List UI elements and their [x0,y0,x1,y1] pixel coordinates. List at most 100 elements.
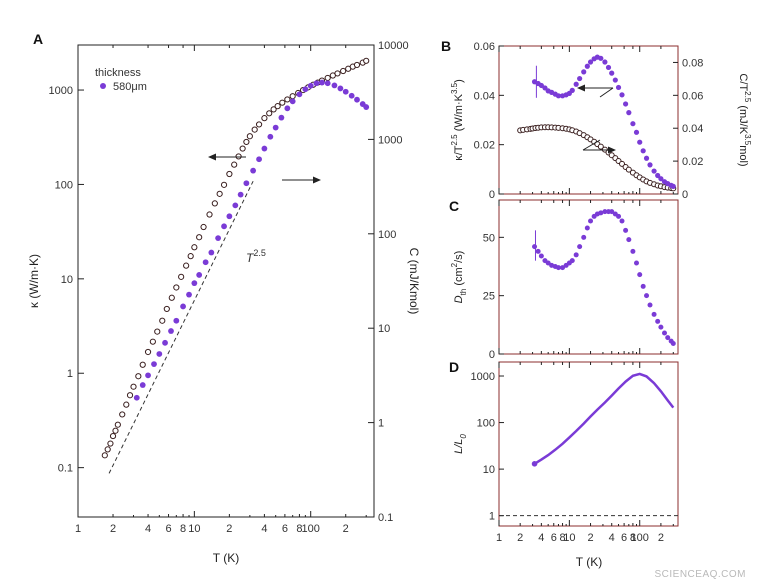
heat-capacity-point [251,126,258,133]
x-tick-label: 1 [496,532,502,544]
panel-a-x-ticks: 1 2 4 6 8 10 2 4 6 8 100 2 [75,45,367,535]
kappa-over-t-point [615,84,622,91]
panel-b-ylabel: κ/T2.5 (W/m·K3.5) [450,79,465,161]
diffusivity-point [555,265,561,271]
panel-a-label: A [33,31,43,47]
diffusivity-point [651,311,657,317]
heat-capacity-point [324,74,331,82]
kappa-point [186,291,192,298]
kappa-over-t-point [581,69,587,75]
heat-capacity-point [239,145,246,152]
y-tick-label: 10 [483,464,495,476]
y-tick-label: 100 [477,418,495,430]
c-over-t-arrow [582,139,616,154]
heat-capacity-point [270,106,277,113]
diffusivity-point [584,225,590,231]
kappa-over-t-point [658,176,664,182]
diffusivity-point [637,272,643,278]
heat-capacity-point [279,99,286,106]
heat-capacity-point [220,181,228,188]
kappa-point [261,145,268,152]
kappa-over-t-point [655,172,661,179]
x-tick-label: 2 [343,523,349,535]
kappa-over-t-point [573,81,579,87]
diffusivity-point [581,234,587,240]
y2-tick-label: 0.04 [682,123,703,135]
heat-capacity-point [139,361,146,368]
kappa-over-t-point [623,101,629,107]
y2-tick-label: 1000 [378,134,402,146]
x-tick-label: 4 [538,532,544,544]
kappa-point [208,249,215,256]
heat-capacity-point [107,440,114,447]
kappa-over-t-point [626,110,632,116]
panel-b-x-ticks [498,46,674,194]
heat-capacity-point [191,244,198,251]
x-tick-label: 8 [630,532,636,544]
kappa-over-t-point [602,59,608,65]
panel-b-frame [498,45,679,195]
kappa-point [319,79,325,86]
kappa-over-t-point [598,55,604,61]
heat-capacity-point [216,190,223,197]
heat-capacity-point [168,294,175,301]
y-tick-label: 25 [483,291,495,303]
diffusivity-series [532,209,676,346]
c-over-t-point [619,160,626,167]
y-tick-label: 50 [483,232,495,244]
y-tick-label: 0 [489,189,495,201]
kappa-point [232,202,239,209]
x-tick-label: 6 [282,523,288,535]
lorenz-ratio-series [531,372,675,467]
heat-capacity-point [104,446,111,453]
heat-capacity-point [187,253,194,260]
y-tick-label: 1000 [49,85,73,97]
diffusivity-point [619,218,625,224]
x-tick-label: 2 [517,532,523,544]
heat-arrow [282,176,321,184]
kappa-over-t-point [670,183,676,189]
heat-capacity-point [178,273,185,280]
panel-d-label: D [449,359,459,375]
heat-capacity-point [196,234,203,241]
heat-capacity-point [226,170,233,178]
heat-capacity-point [274,103,281,110]
diffusivity-point [532,244,538,250]
kappa-over-t-point [612,77,618,83]
panel-a-ylabel: κ (W/m·K) [27,254,41,308]
kappa-point [191,280,198,287]
heat-capacity-point [101,452,108,459]
heat-capacity-point [231,161,238,168]
kappa-over-t-point [555,93,562,99]
x-tick-label: 8 [296,523,302,535]
heat-capacity-point [173,284,180,291]
kappa-over-t-point [647,162,653,168]
panel-a-y2-ticks: 0.1 1 10 100 1000 10000 [368,40,409,524]
heat-capacity-point [135,373,142,380]
kappa-over-t-point [637,139,643,145]
heat-capacity-point [243,138,250,146]
t25-annotation: T2.5 [246,248,266,265]
diffusivity-point [588,218,594,224]
diffusivity-point [616,213,622,219]
heat-capacity-point [334,70,341,77]
kappa-point [151,361,157,367]
kappa-point [354,96,360,103]
lorenz-ratio-line [533,372,675,465]
x-tick-label: 4 [145,523,151,535]
y-tick-label: 1 [67,368,73,380]
panel-c-ylabel: Dth (cm2/s) [450,251,468,304]
kappa-point [302,86,309,93]
watermark: SCIENCEAQ.COM [654,569,746,580]
c-over-t-point [625,166,632,173]
y-tick-label: 0.06 [474,41,495,53]
kappa-point [363,104,370,110]
panel-b-y-ticks: 0 0.02 0.04 0.06 [474,41,504,201]
kappa-over-t-point [640,148,646,154]
kappa-point [331,82,338,89]
kappa-point [202,259,209,266]
panel-b: B 0 0.02 0.04 0.06 0 0.02 0.04 0.06 0.08 κ/T2.5… [441,38,752,201]
